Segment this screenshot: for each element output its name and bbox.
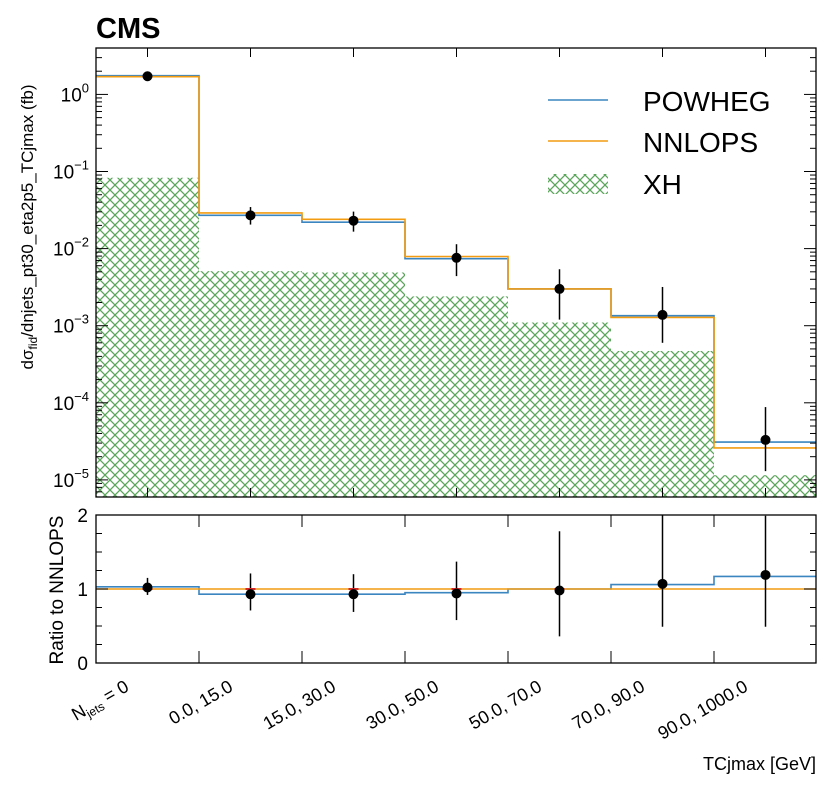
data-point [142, 71, 153, 82]
xh-bar [714, 475, 816, 497]
ratio-data-point [554, 585, 565, 596]
y-tick-label: 10−1 [53, 158, 89, 184]
xh-bar [96, 177, 199, 497]
ratio-data-point [451, 588, 462, 599]
experiment-label: CMS [96, 13, 160, 45]
x-tick-labels: Njets = 0 0.0, 15.0 15.0, 30.0 30.0, 50.0 5… [68, 676, 751, 743]
ratio-y-axis-label: Ratio to NNLOPS [47, 516, 68, 665]
ratio-y-ticks: 0 1 2 [77, 506, 816, 675]
ratio-data-point [245, 589, 256, 600]
ratio-data-point [760, 569, 771, 580]
main-plot-frame [95, 47, 817, 498]
main-y-axis-label: dσfid/dnjets_pt30_eta2p5_TCjmax (fb) [18, 85, 40, 370]
y-tick-label: 10−3 [53, 312, 89, 338]
ratio-plot-frame [95, 514, 817, 664]
xh-bar [405, 296, 508, 497]
x-tick-label: 0.0, 15.0 [165, 676, 236, 728]
x-tick-label: 50.0, 70.0 [466, 676, 545, 733]
data-point [760, 434, 771, 445]
ratio-data-point [142, 582, 153, 593]
x-tick-label-njets0: Njets = 0 [68, 676, 133, 727]
ratio-x-ticks [198, 515, 715, 663]
data-point [451, 252, 462, 263]
xh-bar [199, 271, 302, 497]
ratio-data-point [348, 589, 359, 600]
legend-xh-label: XH [643, 169, 682, 200]
ratio-y-tick-label: 2 [77, 506, 88, 527]
legend-xh-swatch [548, 174, 608, 194]
xh-bar [611, 350, 714, 497]
main-y-ticks: 100 10−1 10−2 10−3 10−4 10−5 [53, 47, 816, 498]
y-tick-label: 10−2 [53, 235, 89, 261]
x-tick-label: 90.0, 1000.0 [654, 676, 751, 743]
data-point [348, 215, 359, 226]
y-tick-label: 10−4 [53, 389, 89, 415]
x-axis-label: TCjmax [GeV] [703, 754, 816, 774]
data-point [245, 210, 256, 221]
legend: POWHEG NNLOPS XH [548, 86, 771, 200]
ratio-y-tick-label: 1 [77, 580, 88, 601]
ratio-powheg-step-line [96, 575, 816, 595]
data-point [657, 309, 668, 320]
xh-bar [508, 322, 611, 497]
xh-bar [302, 272, 405, 497]
x-tick-label: 15.0, 30.0 [260, 676, 339, 733]
legend-nnlops-label: NNLOPS [643, 127, 758, 158]
main-data-points [142, 71, 771, 472]
ratio-y-tick-label: 0 [77, 654, 88, 675]
ratio-panel: 0 1 2 Ratio to NNLOPS [47, 506, 817, 675]
data-point [554, 283, 565, 294]
y-tick-label: 10−5 [53, 466, 89, 492]
ratio-data-points [142, 515, 771, 637]
y-tick-label: 100 [61, 80, 89, 106]
x-tick-label: 70.0, 90.0 [569, 676, 648, 733]
main-panel: 100 10−1 10−2 10−3 10−4 10−5 POWHEG NNLOPS XH… [18, 47, 817, 498]
x-tick-label: 30.0, 50.0 [363, 676, 442, 733]
legend-powheg-label: POWHEG [643, 86, 771, 117]
main-x-ticks [147, 48, 766, 497]
ratio-data-point [657, 578, 668, 589]
xh-hatched-histogram [96, 177, 816, 497]
